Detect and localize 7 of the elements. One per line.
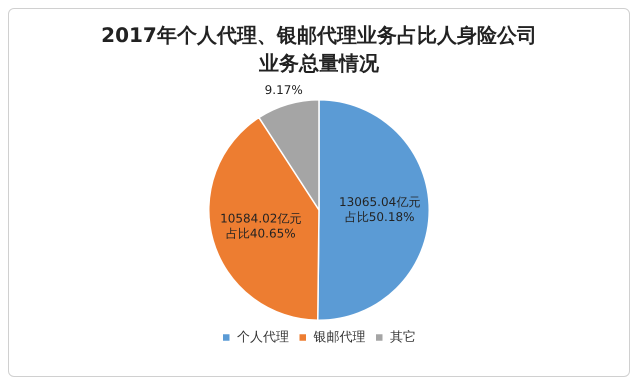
- data-label: 13065.04亿元占比50.18%: [339, 194, 420, 224]
- data-label: 10584.02亿元占比40.65%: [220, 212, 302, 241]
- data-label: 9.17%: [264, 82, 303, 97]
- legend-label: 其它: [390, 328, 416, 345]
- legend-label: 银邮代理: [312, 330, 366, 345]
- chart-title: 2017年个人代理、银邮代理业务占比人身险公司业务总量情况: [100, 22, 538, 77]
- legend-label: 个人代理: [236, 330, 289, 345]
